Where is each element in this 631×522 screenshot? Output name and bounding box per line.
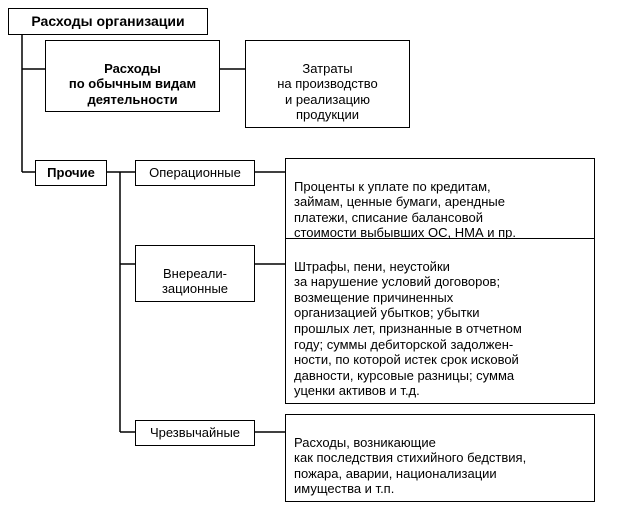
operational-label: Операционные xyxy=(149,165,241,180)
operational-label-box: Операционные xyxy=(135,160,255,186)
nonoperating-label: Внереали- зационные xyxy=(162,266,228,297)
ordinary-desc: Затраты на производство и реализацию про… xyxy=(277,61,377,123)
other-label: Прочие xyxy=(47,165,95,180)
other-label-box: Прочие xyxy=(35,160,107,186)
operational-desc-box: Проценты к уплате по кредитам, займам, ц… xyxy=(285,158,595,246)
nonoperating-desc-box: Штрафы, пени, неустойки за нарушение усл… xyxy=(285,238,595,404)
title-text: Расходы организации xyxy=(31,13,184,29)
extraordinary-desc-box: Расходы, возникающие как последствия сти… xyxy=(285,414,595,502)
nonoperating-desc: Штрафы, пени, неустойки за нарушение усл… xyxy=(294,259,522,399)
ordinary-desc-box: Затраты на производство и реализацию про… xyxy=(245,40,410,128)
extraordinary-desc: Расходы, возникающие как последствия сти… xyxy=(294,435,526,497)
nonoperating-label-box: Внереали- зационные xyxy=(135,245,255,302)
ordinary-label: Расходы по обычным видам деятельности xyxy=(69,61,196,107)
title-box: Расходы организации xyxy=(8,8,208,35)
extraordinary-label-box: Чрезвычайные xyxy=(135,420,255,446)
extraordinary-label: Чрезвычайные xyxy=(150,425,240,440)
operational-desc: Проценты к уплате по кредитам, займам, ц… xyxy=(294,179,516,241)
ordinary-label-box: Расходы по обычным видам деятельности xyxy=(45,40,220,112)
